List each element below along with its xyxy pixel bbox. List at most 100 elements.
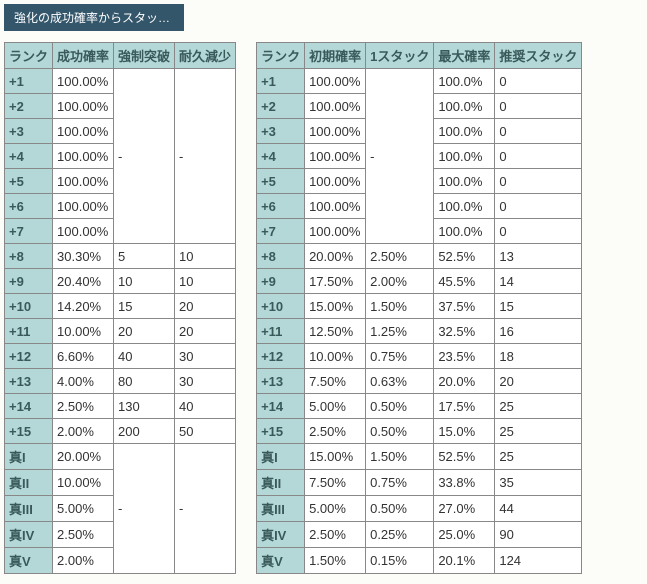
table-row: +1014.20%1520: [5, 294, 236, 319]
force-cell: 80: [114, 369, 175, 394]
table-row: +917.50%2.00%45.5%14: [257, 269, 582, 294]
init-cell: 15.00%: [305, 294, 366, 319]
table-row: +830.30%510: [5, 244, 236, 269]
rec-cell: 18: [495, 344, 582, 369]
table-row: 真I20.00%--: [5, 444, 236, 470]
rank-cell: +10: [257, 294, 305, 319]
dura-cell: 30: [175, 344, 236, 369]
table-row: +126.60%4030: [5, 344, 236, 369]
init-cell: 1.50%: [305, 548, 366, 574]
rank-cell: +1: [257, 69, 305, 94]
rec-cell: 25: [495, 444, 582, 470]
rate-cell: 100.00%: [53, 94, 114, 119]
max-cell: 100.0%: [434, 194, 495, 219]
left-header-2: 強制突破: [114, 43, 175, 69]
rank-cell: +3: [257, 119, 305, 144]
max-cell: 100.0%: [434, 119, 495, 144]
max-cell: 37.5%: [434, 294, 495, 319]
max-cell: 17.5%: [434, 394, 495, 419]
max-cell: 33.8%: [434, 470, 495, 496]
table-row: +134.00%8030: [5, 369, 236, 394]
rank-cell: +15: [257, 419, 305, 444]
table-row: 真IV2.50%0.25%25.0%90: [257, 522, 582, 548]
rec-cell: 16: [495, 319, 582, 344]
dura-cell: 40: [175, 394, 236, 419]
init-cell: 100.00%: [305, 119, 366, 144]
max-cell: 20.1%: [434, 548, 495, 574]
table-row: +1112.50%1.25%32.5%16: [257, 319, 582, 344]
dura-cell: 20: [175, 319, 236, 344]
per-cell: 2.50%: [366, 244, 434, 269]
rate-cell: 20.40%: [53, 269, 114, 294]
rank-cell: +11: [257, 319, 305, 344]
per-cell: 0.50%: [366, 419, 434, 444]
init-cell: 100.00%: [305, 194, 366, 219]
force-cell: -: [114, 69, 175, 244]
rank-cell: 真V: [257, 548, 305, 574]
rate-cell: 6.60%: [53, 344, 114, 369]
rate-cell: 100.00%: [53, 119, 114, 144]
max-cell: 52.5%: [434, 444, 495, 470]
rank-cell: +9: [5, 269, 53, 294]
per-cell: 1.25%: [366, 319, 434, 344]
init-cell: 12.50%: [305, 319, 366, 344]
table-row: +1110.00%2020: [5, 319, 236, 344]
table-row: +920.40%1010: [5, 269, 236, 294]
rank-cell: +2: [5, 94, 53, 119]
rec-cell: 0: [495, 219, 582, 244]
per-cell: 0.75%: [366, 470, 434, 496]
init-cell: 7.50%: [305, 470, 366, 496]
table-row: +145.00%0.50%17.5%25: [257, 394, 582, 419]
dura-cell: -: [175, 69, 236, 244]
per-cell: 0.25%: [366, 522, 434, 548]
table-row: 真I15.00%1.50%52.5%25: [257, 444, 582, 470]
rank-cell: +4: [257, 144, 305, 169]
rank-cell: +14: [5, 394, 53, 419]
tab-active[interactable]: 強化の成功確率からスタック...: [4, 4, 184, 31]
per-cell: -: [366, 69, 434, 244]
force-cell: 5: [114, 244, 175, 269]
max-cell: 100.0%: [434, 169, 495, 194]
force-cell: -: [114, 444, 175, 574]
rank-cell: 真II: [5, 470, 53, 496]
force-cell: 15: [114, 294, 175, 319]
left-header-3: 耐久減少: [175, 43, 236, 69]
rank-cell: +6: [257, 194, 305, 219]
init-cell: 5.00%: [305, 496, 366, 522]
rank-cell: 真III: [257, 496, 305, 522]
dura-cell: 10: [175, 269, 236, 294]
rank-cell: 真I: [257, 444, 305, 470]
max-cell: 32.5%: [434, 319, 495, 344]
rec-cell: 0: [495, 169, 582, 194]
init-cell: 7.50%: [305, 369, 366, 394]
rate-cell: 20.00%: [53, 444, 114, 470]
max-cell: 100.0%: [434, 69, 495, 94]
init-cell: 2.50%: [305, 522, 366, 548]
max-cell: 25.0%: [434, 522, 495, 548]
rank-cell: +13: [257, 369, 305, 394]
table-row: +1100.00%-100.0%0: [257, 69, 582, 94]
rank-cell: 真IV: [257, 522, 305, 548]
force-cell: 10: [114, 269, 175, 294]
rec-cell: 90: [495, 522, 582, 548]
max-cell: 100.0%: [434, 94, 495, 119]
init-cell: 15.00%: [305, 444, 366, 470]
per-cell: 0.50%: [366, 496, 434, 522]
init-cell: 17.50%: [305, 269, 366, 294]
dura-cell: 30: [175, 369, 236, 394]
rank-cell: +7: [5, 219, 53, 244]
table-row: 真III5.00%0.50%27.0%44: [257, 496, 582, 522]
dura-cell: 20: [175, 294, 236, 319]
rank-cell: +8: [257, 244, 305, 269]
rank-cell: +1: [5, 69, 53, 94]
rec-cell: 0: [495, 144, 582, 169]
max-cell: 100.0%: [434, 144, 495, 169]
rank-cell: +6: [5, 194, 53, 219]
rec-cell: 15: [495, 294, 582, 319]
max-cell: 27.0%: [434, 496, 495, 522]
max-cell: 100.0%: [434, 219, 495, 244]
right-header-4: 推奨スタック: [495, 43, 582, 69]
rank-cell: +8: [5, 244, 53, 269]
init-cell: 100.00%: [305, 144, 366, 169]
per-cell: 0.50%: [366, 394, 434, 419]
